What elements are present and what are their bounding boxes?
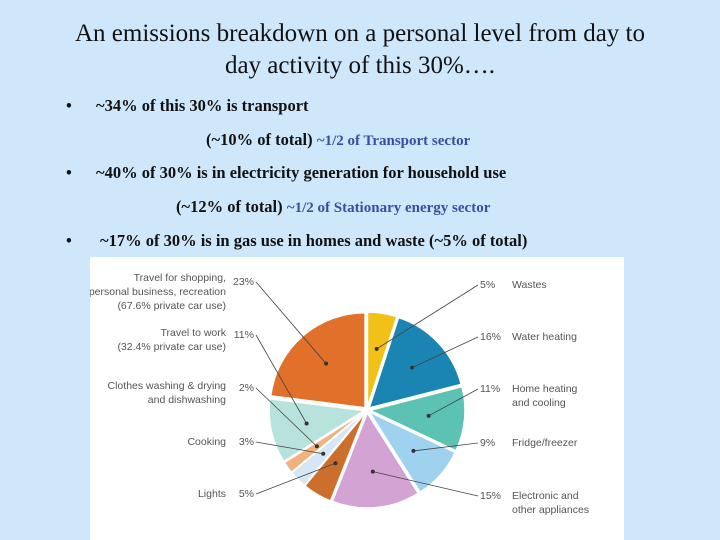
- sub-main: (~10% of total): [206, 130, 313, 149]
- leader-dot-home-heating-and-cooling: [426, 413, 431, 418]
- leader-dot-travel-to-work-32-4-private-car-use: [304, 421, 309, 426]
- category-label-right: Home heating: [512, 383, 578, 395]
- category-label-left: (32.4% private car use): [117, 341, 226, 353]
- bullet-text: ~40% of 30% is in electricity generation…: [96, 163, 507, 182]
- leader-dot-fridge-freezer: [411, 448, 416, 453]
- leader-line-lights: [255, 462, 336, 495]
- leader-dot-clothes-washing-drying-and-dishwashing: [314, 444, 319, 449]
- pct-label-wastes: 5%: [480, 279, 495, 291]
- category-label-left: Travel to work: [160, 327, 226, 339]
- pie-slice-electronic-and-other-appliances: [331, 411, 420, 509]
- pie-chart-svg: 5% 16% 11% 9% 15% 5% 3% 2% 11% 23% Wastes Water hea…: [90, 272, 589, 516]
- leader-line-travel-for-shopping-personal-business-recreation-67-6-private-car-use: [255, 281, 327, 364]
- slide-title: An emissions breakdown on a personal lev…: [20, 18, 700, 82]
- category-label-left: Lights: [198, 488, 226, 500]
- title-line-2: day activity of this 30%….: [224, 52, 496, 79]
- pct-label-electronic-and-other-appliances: 15%: [480, 490, 501, 502]
- category-label-right: other appliances: [512, 504, 589, 516]
- leader-line-fridge-freezer: [413, 442, 479, 452]
- leader-line-wastes: [376, 284, 479, 350]
- category-label-right: Wastes: [512, 279, 547, 291]
- pie-slice-travel-to-work-32-4-private-car-use: [268, 397, 367, 463]
- emissions-pie-chart: 5% 16% 11% 9% 15% 5% 3% 2% 11% 23% Wastes Water hea…: [90, 257, 624, 540]
- leader-dot-electronic-and-other-appliances: [370, 469, 375, 474]
- bullet-transport: • ~34% of this 30% is transport: [66, 96, 309, 116]
- leader-line-clothes-washing-drying-and-dishwashing: [255, 387, 318, 447]
- bullet-gas: • ~17% of 30% is in gas use in homes and…: [66, 231, 528, 251]
- leader-dot-lights: [333, 461, 338, 466]
- category-label-left: Clothes washing & drying: [108, 380, 227, 392]
- pct-label-water-heating: 16%: [480, 331, 501, 343]
- pct-label-clothes-washing-drying-and-dishwashing: 2%: [239, 382, 254, 394]
- category-label-left: Travel for shopping,: [134, 272, 226, 284]
- leader-line-water-heating: [411, 336, 479, 368]
- pct-label-travel-to-work-32-4-private-car-use: 11%: [234, 329, 254, 341]
- category-label-left: Cooking: [187, 436, 226, 448]
- leader-dot-water-heating: [410, 365, 415, 370]
- pie-slice-water-heating: [368, 316, 463, 410]
- bullet-text: ~34% of this 30% is transport: [96, 96, 309, 115]
- category-label-right: Electronic and: [512, 490, 579, 502]
- leader-line-electronic-and-other-appliances: [372, 471, 479, 497]
- pct-label-fridge-freezer: 9%: [480, 437, 495, 449]
- pie-slice-wastes: [366, 311, 398, 408]
- category-label-right: Fridge/freezer: [512, 437, 578, 449]
- category-label-left: (67.6% private car use): [117, 300, 226, 312]
- bullet-dot: •: [66, 96, 72, 115]
- pct-label-cooking: 3%: [239, 436, 254, 448]
- pct-label-home-heating-and-cooling: 11%: [480, 383, 500, 395]
- category-label-right: Water heating: [512, 331, 577, 343]
- sub-main: (~12% of total): [176, 197, 283, 216]
- category-label-left: personal business, recreation: [90, 286, 226, 298]
- category-label-right: and cooling: [512, 397, 566, 409]
- leader-dot-cooking: [321, 451, 326, 456]
- category-label-left: and dishwashing: [148, 394, 226, 406]
- bullet-text: ~17% of 30% is in gas use in homes and w…: [100, 231, 528, 250]
- sub-note: ~1/2 of Stationary energy sector: [286, 200, 491, 216]
- pie-slice-home-heating-and-cooling: [367, 385, 466, 452]
- leader-line-cooking: [255, 441, 324, 455]
- bullet-dot: •: [66, 163, 72, 182]
- pct-label-lights: 5%: [239, 488, 254, 500]
- pie-slice-clothes-washing-drying-and-dishwashing: [283, 411, 366, 474]
- sub-note: ~1/2 of Transport sector: [316, 133, 471, 149]
- sub-electricity: (~12% of total) ~1/2 of Stationary energ…: [176, 197, 490, 217]
- bullet-electricity: • ~40% of 30% is in electricity generati…: [66, 163, 507, 183]
- leader-dot-wastes: [374, 346, 379, 351]
- bullet-dot: •: [66, 231, 72, 250]
- leader-line-travel-to-work-32-4-private-car-use: [255, 334, 307, 424]
- leader-dot-travel-for-shopping-personal-business-recreation-67-6-private-car-use: [324, 361, 329, 366]
- leader-line-home-heating-and-cooling: [428, 388, 479, 417]
- pie-slice-travel-for-shopping-personal-business-recreation-67-6-private-car-use: [269, 311, 366, 409]
- title-line-1: An emissions breakdown on a personal lev…: [74, 20, 645, 47]
- pct-label-travel-for-shopping-personal-business-recreation-67-6-private-car-use: 23%: [233, 276, 254, 288]
- sub-transport: (~10% of total) ~1/2 of Transport sector: [206, 130, 470, 150]
- pie-slice-lights: [303, 412, 367, 502]
